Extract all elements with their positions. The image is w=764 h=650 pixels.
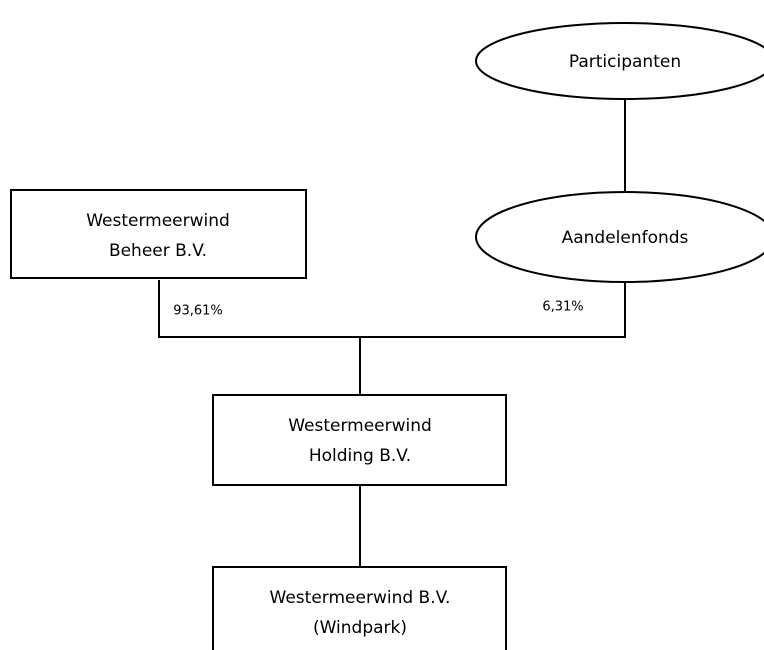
node <box>212 394 507 486</box>
node <box>475 22 764 100</box>
node-label: (Windpark) <box>313 618 407 638</box>
edge-label: 93,61% <box>173 304 223 319</box>
edge-label: 6,31% <box>542 300 583 315</box>
node-label: Beheer B.V. <box>109 241 207 261</box>
node-label: Westermeerwind B.V. <box>270 588 451 608</box>
node-label: Aandelenfonds <box>562 228 689 248</box>
node <box>10 189 307 279</box>
connector <box>158 280 626 338</box>
node-label: Participanten <box>569 52 681 72</box>
node-label: Holding B.V. <box>309 446 411 466</box>
node <box>475 191 764 283</box>
node <box>212 566 507 650</box>
node-label: Westermeerwind <box>86 211 230 231</box>
node-label: Westermeerwind <box>288 416 432 436</box>
